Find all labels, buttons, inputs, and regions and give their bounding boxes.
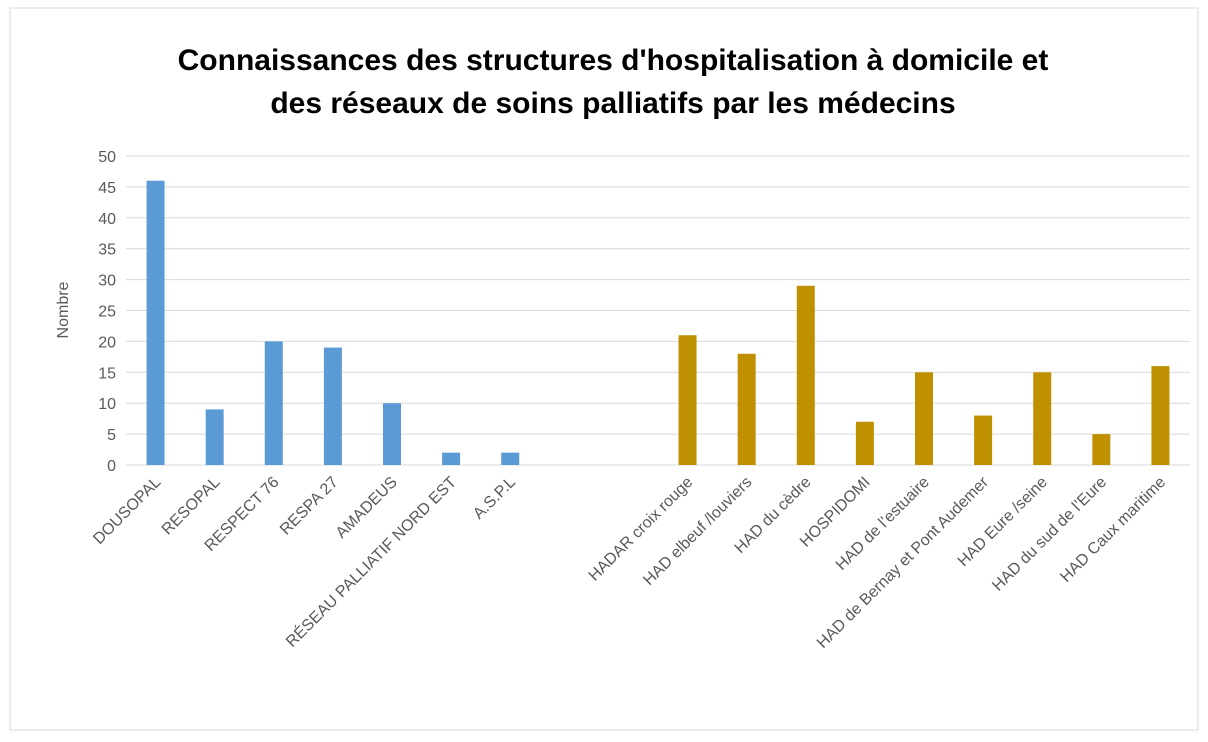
bar (678, 335, 697, 465)
bar (501, 452, 520, 465)
y-tick-label: 15 (98, 365, 116, 382)
bar (915, 372, 933, 465)
bar (1092, 434, 1111, 465)
y-tick-label: 35 (98, 242, 116, 259)
bar (383, 403, 401, 465)
y-tick-label: 20 (98, 334, 116, 351)
bar (1033, 372, 1052, 465)
y-tick-label: 5 (107, 427, 116, 444)
bar (1151, 366, 1170, 465)
bar (146, 180, 165, 465)
bar (737, 353, 756, 465)
y-axis-title: Nombre (55, 281, 72, 338)
chart-title: Connaissances des structures d'hospitali… (178, 44, 1049, 77)
y-tick-label: 10 (98, 396, 116, 413)
chart-title: des réseaux de soins palliatifs par les … (270, 87, 955, 120)
y-tick-label: 0 (107, 458, 116, 475)
y-tick-label: 30 (98, 273, 116, 290)
bar (323, 347, 342, 465)
y-tick-label: 50 (98, 149, 116, 166)
bar (205, 409, 224, 465)
chart-border (9, 7, 1199, 731)
bar (855, 421, 874, 465)
y-tick-label: 45 (98, 180, 116, 197)
y-tick-label: 40 (98, 211, 116, 228)
bar (442, 452, 461, 465)
y-tick-label: 25 (98, 304, 116, 321)
bar (264, 341, 283, 465)
bar (974, 415, 993, 465)
bar (796, 285, 815, 465)
